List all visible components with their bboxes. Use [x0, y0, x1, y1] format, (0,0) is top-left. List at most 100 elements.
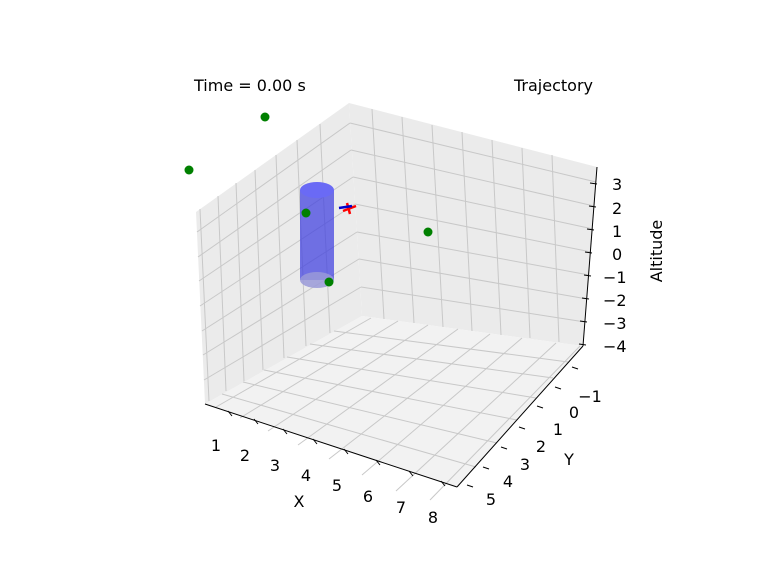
grid-back-v-1: [371, 108, 385, 320]
grid-back-h-5: [356, 231, 590, 276]
y-tick-label-7: 5: [486, 490, 496, 509]
grid-left-h-2: [197, 149, 352, 258]
back-pane: [349, 103, 597, 346]
x-tick-mark-2: [253, 418, 259, 425]
x-tick-label-1: 1: [211, 436, 221, 455]
waypoint-5: [324, 277, 334, 287]
grid-back-h-3: [352, 176, 594, 230]
y-tick-label-4: 2: [536, 437, 546, 456]
vehicle-arm-red-2: [345, 202, 352, 215]
z-tick-mark-8: [578, 343, 587, 346]
grid-left-v-3: [235, 182, 245, 382]
x-tick-mark-4: [312, 438, 318, 445]
x-tick-mark-5: [343, 448, 349, 455]
grid-back-h-7: [360, 286, 586, 323]
grid-floor-y-1: [221, 393, 477, 468]
z-tick-label-6: −2: [603, 291, 627, 310]
grid-back-v-5: [491, 139, 502, 336]
z-tick-label-2: 2: [612, 199, 622, 218]
grid-floor-y-3: [263, 369, 518, 421]
z-axis-line: [582, 166, 598, 347]
z-tick-label-7: −3: [603, 314, 627, 333]
grid-floor-x-5: [328, 333, 491, 460]
z-tick-mark-5: [583, 274, 592, 277]
y-tick-mark-3: [536, 405, 544, 409]
grid-floor-y-4: [286, 356, 537, 399]
y-tick-mark-2: [554, 386, 562, 390]
y-tick-label-3: 1: [553, 420, 563, 439]
grid-back-v-3: [431, 124, 444, 328]
y-axis-label: Y: [563, 450, 574, 469]
y-tick-label-1: −1: [578, 387, 602, 406]
grid-back-v-6: [521, 147, 531, 339]
axis-lines: [204, 166, 598, 488]
x-axis-label: X: [294, 492, 305, 511]
y-tick-mark-7: [466, 484, 474, 488]
grid-floor-x-7: [395, 342, 557, 492]
x-tick-label-2: 2: [240, 446, 250, 465]
x-tick-label-3: 3: [270, 456, 280, 475]
grid-floor-x-4: [297, 328, 459, 446]
waypoint-4: [423, 227, 433, 237]
grid-back-h-6: [358, 258, 588, 300]
obstacle-body: [300, 190, 334, 280]
grid-floor-y-2: [242, 381, 498, 444]
y-ticks: −1 0 1 2 3 4 5: [466, 366, 602, 509]
waypoint-3: [301, 208, 311, 218]
x-tick-mark-6: [375, 459, 381, 466]
grid-back-v-2: [401, 116, 415, 324]
grid-left-v-2: [217, 195, 227, 392]
z-tick-label-3: 1: [612, 222, 622, 241]
x-tick-label-7: 7: [396, 498, 406, 517]
x-tick-mark-8: [440, 480, 446, 487]
x-tick-mark-1: [227, 410, 233, 417]
obstacle-top: [300, 182, 334, 198]
grid-left-h-1: [196, 122, 351, 233]
z-tick-mark-7: [579, 320, 588, 323]
obstacle-cylinder: [300, 182, 334, 288]
y-tick-mark-6: [482, 466, 490, 470]
y-tick-label-5: 3: [520, 455, 530, 474]
y-tick-label-2: 0: [569, 403, 579, 422]
grid-back-v-4: [461, 131, 473, 332]
y-tick-mark-1: [571, 366, 579, 370]
grid-floor-y-5: [309, 343, 554, 379]
z-tick-mark-6: [581, 297, 590, 300]
x-tick-label-8: 8: [428, 508, 438, 527]
z-axis-label: Altitude: [647, 220, 666, 283]
y-tick-mark-5: [500, 446, 508, 450]
grid-floor-x-2: [239, 320, 399, 419]
time-annotation: Time = 0.00 s: [193, 76, 306, 95]
x-tick-mark-3: [282, 428, 288, 435]
x-ticks: 1 2 3 4 5 6 7 8: [211, 410, 446, 527]
z-tick-mark-1: [589, 182, 598, 185]
waypoint-2: [184, 165, 194, 175]
grid-left-v-5: [275, 154, 285, 359]
z-tick-mark-4: [584, 251, 593, 254]
x-tick-mark-7: [408, 470, 414, 477]
y-tick-label-6: 4: [503, 472, 513, 491]
z-tick-mark-2: [588, 205, 597, 208]
grid-back-h-4: [354, 203, 592, 253]
z-tick-label-5: −1: [603, 268, 627, 287]
grid-back-v-7: [551, 154, 560, 343]
z-tick-mark-3: [586, 228, 595, 231]
grid-left-v-1: [199, 208, 210, 402]
grid-lines: [196, 108, 597, 501]
trajectory-annotation: Trajectory: [513, 76, 593, 95]
z-tick-label-1: 3: [612, 175, 622, 194]
grid-floor-x-6: [361, 337, 523, 476]
z-tick-label-4: 0: [612, 245, 622, 264]
waypoint-1: [260, 112, 270, 122]
grid-floor-x-8: [429, 345, 581, 501]
x-tick-label-6: 6: [363, 487, 373, 506]
x-tick-label-5: 5: [332, 476, 342, 495]
vehicle-marker: [338, 202, 357, 215]
grid-left-h-7: [203, 286, 362, 381]
grid-floor-x-3: [267, 324, 429, 432]
waypoints: [184, 112, 433, 287]
grid-floor-y-6: [333, 330, 569, 363]
y-axis-line: [456, 345, 584, 488]
